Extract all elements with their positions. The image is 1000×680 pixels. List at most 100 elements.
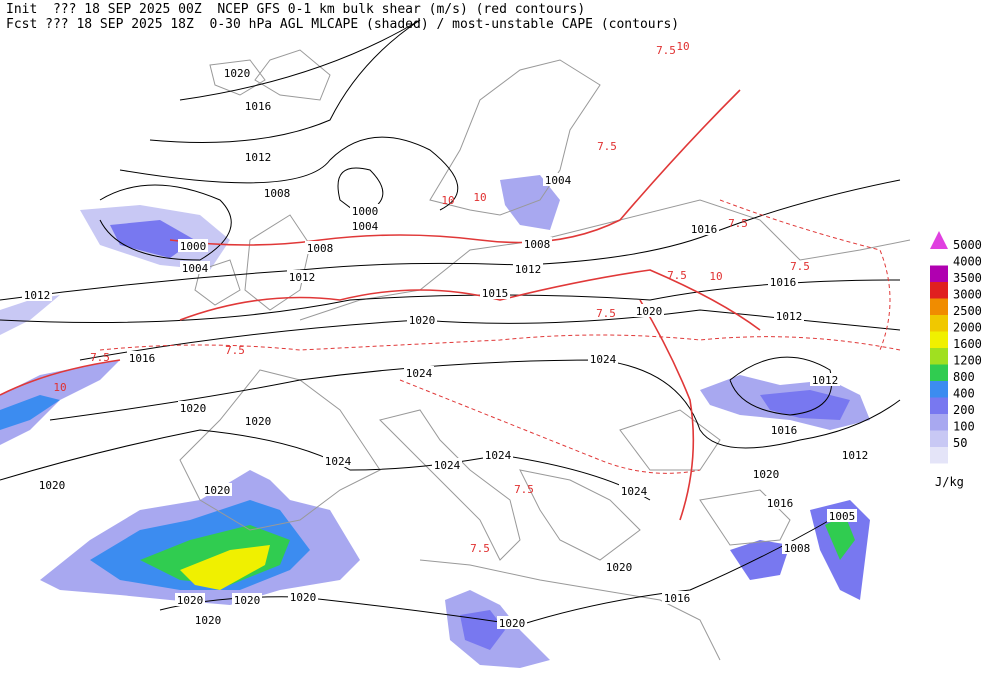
isobar-label: 1024 bbox=[325, 455, 352, 468]
shear-label: 7.5 bbox=[597, 140, 617, 153]
isobar-label: 1024 bbox=[590, 353, 617, 366]
colorbar-label: 200 bbox=[953, 403, 975, 417]
isobar-label: 1004 bbox=[545, 174, 572, 187]
colorbar-label: 2500 bbox=[953, 304, 982, 318]
colorbar-label: 1600 bbox=[953, 337, 982, 351]
label-background bbox=[634, 304, 664, 317]
shear-label: 7.5 bbox=[470, 542, 490, 555]
isobar-label: 1012 bbox=[24, 289, 51, 302]
isobar-label: 1012 bbox=[515, 263, 542, 276]
isobar-label: 1020 bbox=[636, 305, 663, 318]
isobar-label: 1012 bbox=[842, 449, 869, 462]
label-background bbox=[407, 313, 437, 326]
isobar-label: 1020 bbox=[180, 402, 207, 415]
label-background bbox=[178, 401, 208, 414]
shear-label: 10 bbox=[709, 270, 722, 283]
shear-contours bbox=[0, 89, 901, 521]
isobar-label: 1005 bbox=[829, 510, 856, 523]
colorbar-box bbox=[930, 348, 948, 365]
isobar-label: 1004 bbox=[352, 220, 379, 233]
label-background bbox=[350, 219, 380, 232]
label-background bbox=[769, 423, 799, 436]
label-background bbox=[127, 351, 157, 364]
colorbar-box bbox=[930, 265, 948, 282]
isobar-label: 1008 bbox=[264, 187, 291, 200]
isobar-label: 1020 bbox=[224, 67, 251, 80]
shear-label: 7.5 bbox=[514, 483, 534, 496]
shear-label: 7.5 bbox=[596, 307, 616, 320]
label-background bbox=[765, 496, 795, 509]
label-background bbox=[222, 66, 252, 79]
label-background bbox=[178, 239, 208, 252]
shear-label: 7.5 bbox=[728, 217, 748, 230]
isobar-label: 1020 bbox=[409, 314, 436, 327]
label-background bbox=[243, 414, 273, 427]
isobar-label: 1016 bbox=[245, 100, 272, 113]
isobar-label: 1016 bbox=[129, 352, 156, 365]
colorbar-triangle bbox=[930, 231, 948, 249]
isobar-label: 1004 bbox=[182, 262, 209, 275]
isobar-label: 1020 bbox=[606, 561, 633, 574]
isobar-label: 1012 bbox=[245, 151, 272, 164]
label-background bbox=[483, 448, 513, 461]
shear-label: 10 bbox=[441, 194, 454, 207]
label-background bbox=[689, 222, 719, 235]
shear-label: 10 bbox=[473, 191, 486, 204]
label-background bbox=[782, 541, 812, 554]
cape-shading bbox=[0, 175, 870, 668]
shear-label: 7.5 bbox=[667, 269, 687, 282]
colorbar-unit: J/kg bbox=[935, 475, 964, 489]
isobar-label: 1020 bbox=[245, 415, 272, 428]
label-background bbox=[287, 270, 317, 283]
isobar-label: 1020 bbox=[204, 484, 231, 497]
colorbar-box bbox=[930, 364, 948, 381]
label-background bbox=[305, 241, 335, 254]
label-background bbox=[480, 286, 510, 299]
shear-label: 10 bbox=[676, 40, 689, 53]
label-background bbox=[243, 99, 273, 112]
colorbar-box bbox=[930, 315, 948, 332]
label-background bbox=[262, 186, 292, 199]
isobar-label: 1012 bbox=[776, 310, 803, 323]
isobar-label: 1024 bbox=[621, 485, 648, 498]
isobar-label: 1000 bbox=[352, 205, 379, 218]
shear-label: 7.5 bbox=[90, 351, 110, 364]
label-background bbox=[604, 560, 634, 573]
colorbar-box bbox=[930, 447, 948, 464]
isobar-label: 1000 bbox=[180, 240, 207, 253]
colorbar-box bbox=[930, 282, 948, 299]
isobar-label: 1020 bbox=[753, 468, 780, 481]
label-background bbox=[323, 454, 353, 467]
label-background bbox=[774, 309, 804, 322]
colorbar-box bbox=[930, 414, 948, 431]
label-background bbox=[588, 352, 618, 365]
label-background bbox=[513, 262, 543, 275]
isobar-label: 1020 bbox=[177, 594, 204, 607]
shear-label: 10 bbox=[53, 381, 66, 394]
label-background bbox=[288, 590, 318, 603]
label-background bbox=[768, 275, 798, 288]
shear-label: 7.5 bbox=[790, 260, 810, 273]
isobar-label: 1020 bbox=[195, 614, 222, 627]
label-background bbox=[619, 484, 649, 497]
colorbar-box bbox=[930, 397, 948, 414]
label-background bbox=[193, 613, 223, 626]
isobar-label: 1015 bbox=[482, 287, 509, 300]
label-background bbox=[827, 509, 857, 522]
colorbar-label: 50 bbox=[953, 436, 967, 450]
label-background bbox=[404, 366, 434, 379]
isobar-label: 1020 bbox=[39, 479, 66, 492]
colorbar-label: 5000 bbox=[953, 238, 982, 252]
label-background bbox=[202, 483, 232, 496]
isobar-label: 1012 bbox=[289, 271, 316, 284]
isobar-label: 1016 bbox=[770, 276, 797, 289]
isobar-label: 1020 bbox=[234, 594, 261, 607]
colorbar-label: 3500 bbox=[953, 271, 982, 285]
colorbar-box bbox=[930, 331, 948, 348]
shear-label: 7.5 bbox=[656, 44, 676, 57]
shear-label: 7.5 bbox=[225, 344, 245, 357]
label-background bbox=[350, 204, 380, 217]
label-background bbox=[751, 467, 781, 480]
label-background bbox=[810, 373, 840, 386]
